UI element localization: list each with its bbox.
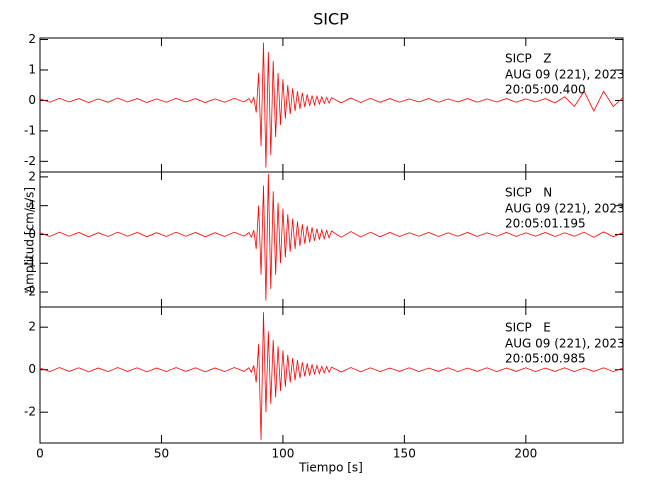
y-tick-label: 2 — [28, 169, 36, 183]
date-label: AUG 09 (221), 2023 — [505, 68, 625, 82]
x-tick-label: 200 — [514, 447, 537, 461]
y-tick-label: -1 — [24, 256, 36, 270]
y-tick-label: 0 — [28, 227, 36, 241]
y-tick-label: 2 — [28, 32, 36, 46]
x-tick-label: 50 — [154, 447, 169, 461]
waveform — [39, 312, 624, 440]
station-label: SICP N — [505, 186, 552, 200]
y-tick-label: -2 — [24, 405, 36, 419]
y-tick-label: 1 — [28, 62, 36, 76]
date-label: AUG 09 (221), 2023 — [505, 202, 625, 216]
time-label: 20:05:00.400 — [505, 83, 586, 97]
time-label: 20:05:01.195 — [505, 217, 586, 231]
y-tick-label: 2 — [28, 320, 36, 334]
y-tick-label: -2 — [24, 154, 36, 168]
time-label: 20:05:00.985 — [505, 352, 586, 366]
y-tick-label: 1 — [28, 198, 36, 212]
x-axis-label: Tiempo [s] — [298, 461, 363, 475]
station-label: SICP Z — [505, 52, 551, 66]
x-tick-label: 150 — [393, 447, 416, 461]
panel-frame — [39, 306, 624, 444]
y-tick-label: 0 — [28, 93, 36, 107]
y-tick-label: -1 — [24, 123, 36, 137]
x-tick-label: 100 — [271, 447, 294, 461]
y-tick-label: 0 — [28, 362, 36, 376]
y-tick-label: -2 — [24, 285, 36, 299]
chart-title: SICP — [313, 10, 349, 29]
date-label: AUG 09 (221), 2023 — [505, 337, 625, 351]
station-label: SICP E — [505, 321, 551, 335]
waveform — [39, 42, 624, 168]
y-axis-label: Amplitud [cm/s/s] — [23, 187, 37, 293]
x-tick-label: 0 — [36, 447, 44, 461]
waveform — [39, 174, 624, 301]
